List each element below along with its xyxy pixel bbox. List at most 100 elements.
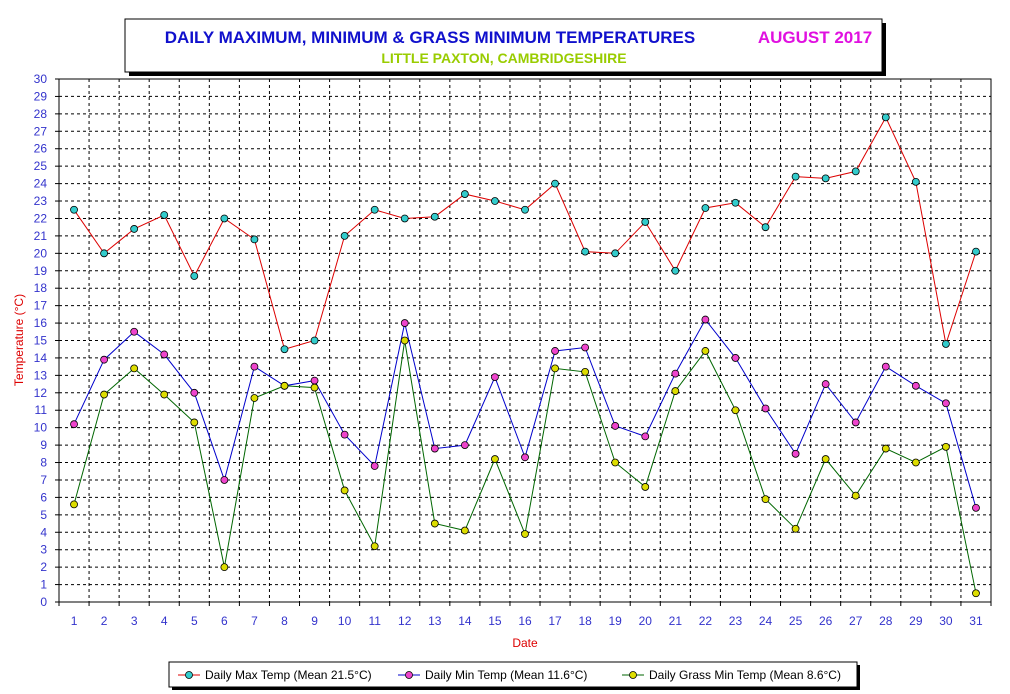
- data-point: [611, 249, 620, 258]
- x-tick-label: 16: [518, 614, 532, 628]
- data-point: [671, 369, 680, 378]
- chart-subtitle-location: LITTLE PAXTON, CAMBRIDGESHIRE: [381, 50, 626, 66]
- data-point: [430, 519, 439, 528]
- y-tick-label: 7: [40, 473, 47, 487]
- data-point: [280, 381, 289, 390]
- data-point: [761, 495, 770, 504]
- data-point: [280, 345, 289, 354]
- x-tick-label: 4: [161, 614, 168, 628]
- x-tick-label: 11: [368, 614, 381, 628]
- data-point: [731, 198, 740, 207]
- x-tick-label: 21: [669, 614, 683, 628]
- data-point: [972, 503, 980, 512]
- y-tick-label: 15: [34, 334, 48, 348]
- data-point: [671, 387, 680, 395]
- data-point: [430, 212, 439, 221]
- y-tick-label: 5: [40, 508, 47, 522]
- data-point: [911, 458, 920, 467]
- legend-marker: [185, 671, 193, 679]
- data-point: [160, 211, 169, 219]
- data-point: [641, 483, 650, 491]
- data-point: [761, 404, 770, 413]
- data-point: [641, 218, 650, 226]
- legend-frame: [168, 661, 858, 688]
- x-tick-label: 17: [548, 614, 562, 628]
- legend-marker: [629, 671, 637, 679]
- y-tick-label: 11: [35, 403, 48, 417]
- data-point: [791, 449, 800, 458]
- data-point: [521, 205, 529, 214]
- y-tick-label: 21: [34, 229, 48, 243]
- data-point: [70, 500, 78, 509]
- y-tick-label: 20: [34, 246, 48, 260]
- legend-entry-label: Daily Max Temp (Mean 21.5°C): [205, 668, 372, 682]
- y-tick-label: 4: [40, 525, 47, 539]
- grid-lines: [59, 79, 991, 602]
- data-point: [250, 394, 259, 402]
- data-point: [731, 354, 740, 362]
- title-box: DAILY MAXIMUM, MINIMUM & GRASS MINIMUM T…: [124, 18, 886, 76]
- series-3: [70, 336, 980, 598]
- data-point: [761, 223, 770, 232]
- data-point: [972, 247, 980, 256]
- x-tick-label: 7: [251, 614, 258, 628]
- y-tick-label: 6: [40, 490, 47, 504]
- data-point: [160, 350, 169, 359]
- data-point: [370, 462, 379, 470]
- data-point: [881, 113, 890, 122]
- legend-marker: [405, 671, 413, 679]
- data-point: [340, 486, 349, 495]
- x-tick-label: 24: [759, 614, 773, 628]
- data-point: [400, 336, 409, 345]
- x-tick-label: 31: [969, 614, 983, 628]
- data-point: [821, 380, 830, 388]
- x-tick-label: 20: [639, 614, 653, 628]
- data-point: [911, 381, 920, 390]
- y-tick-label: 23: [34, 194, 48, 208]
- series-1: [70, 113, 980, 354]
- data-point: [130, 327, 139, 336]
- x-tick-label: 15: [488, 614, 502, 628]
- x-tick-label: 3: [131, 614, 138, 628]
- x-tick-label: 19: [609, 614, 623, 628]
- series-2: [70, 315, 980, 512]
- x-tick-label: 25: [789, 614, 803, 628]
- data-point: [310, 336, 319, 345]
- data-point: [611, 422, 620, 430]
- data-point: [851, 418, 860, 427]
- data-point: [340, 231, 349, 240]
- data-point: [400, 319, 409, 327]
- data-point: [581, 343, 590, 352]
- data-point: [460, 190, 469, 198]
- y-tick-label: 1: [40, 578, 47, 592]
- data-point: [370, 542, 379, 551]
- data-point: [100, 249, 108, 258]
- x-tick-label: 26: [819, 614, 833, 628]
- data-point: [491, 455, 499, 463]
- chart-title-month: AUGUST 2017: [758, 28, 872, 47]
- x-tick-label: 30: [939, 614, 953, 628]
- y-tick-label: 19: [34, 264, 48, 278]
- data-point: [791, 172, 800, 181]
- data-point: [190, 388, 199, 397]
- data-point: [911, 177, 920, 186]
- data-point: [851, 167, 860, 176]
- x-tick-label: 18: [578, 614, 592, 628]
- data-point: [491, 373, 499, 382]
- data-point: [370, 205, 379, 214]
- y-tick-label: 30: [34, 72, 48, 86]
- x-tick-label: 22: [699, 614, 713, 628]
- data-point: [250, 362, 259, 371]
- data-point: [190, 272, 199, 280]
- data-point: [130, 364, 139, 373]
- y-tick-label: 3: [40, 543, 47, 557]
- data-point: [340, 430, 349, 439]
- data-point: [881, 362, 890, 371]
- data-point: [881, 444, 890, 453]
- data-point: [942, 340, 950, 348]
- data-point: [130, 225, 139, 233]
- y-tick-label: 27: [34, 124, 48, 138]
- data-point: [220, 563, 229, 572]
- y-tick-label: 12: [34, 386, 48, 400]
- y-tick-label: 13: [34, 368, 48, 382]
